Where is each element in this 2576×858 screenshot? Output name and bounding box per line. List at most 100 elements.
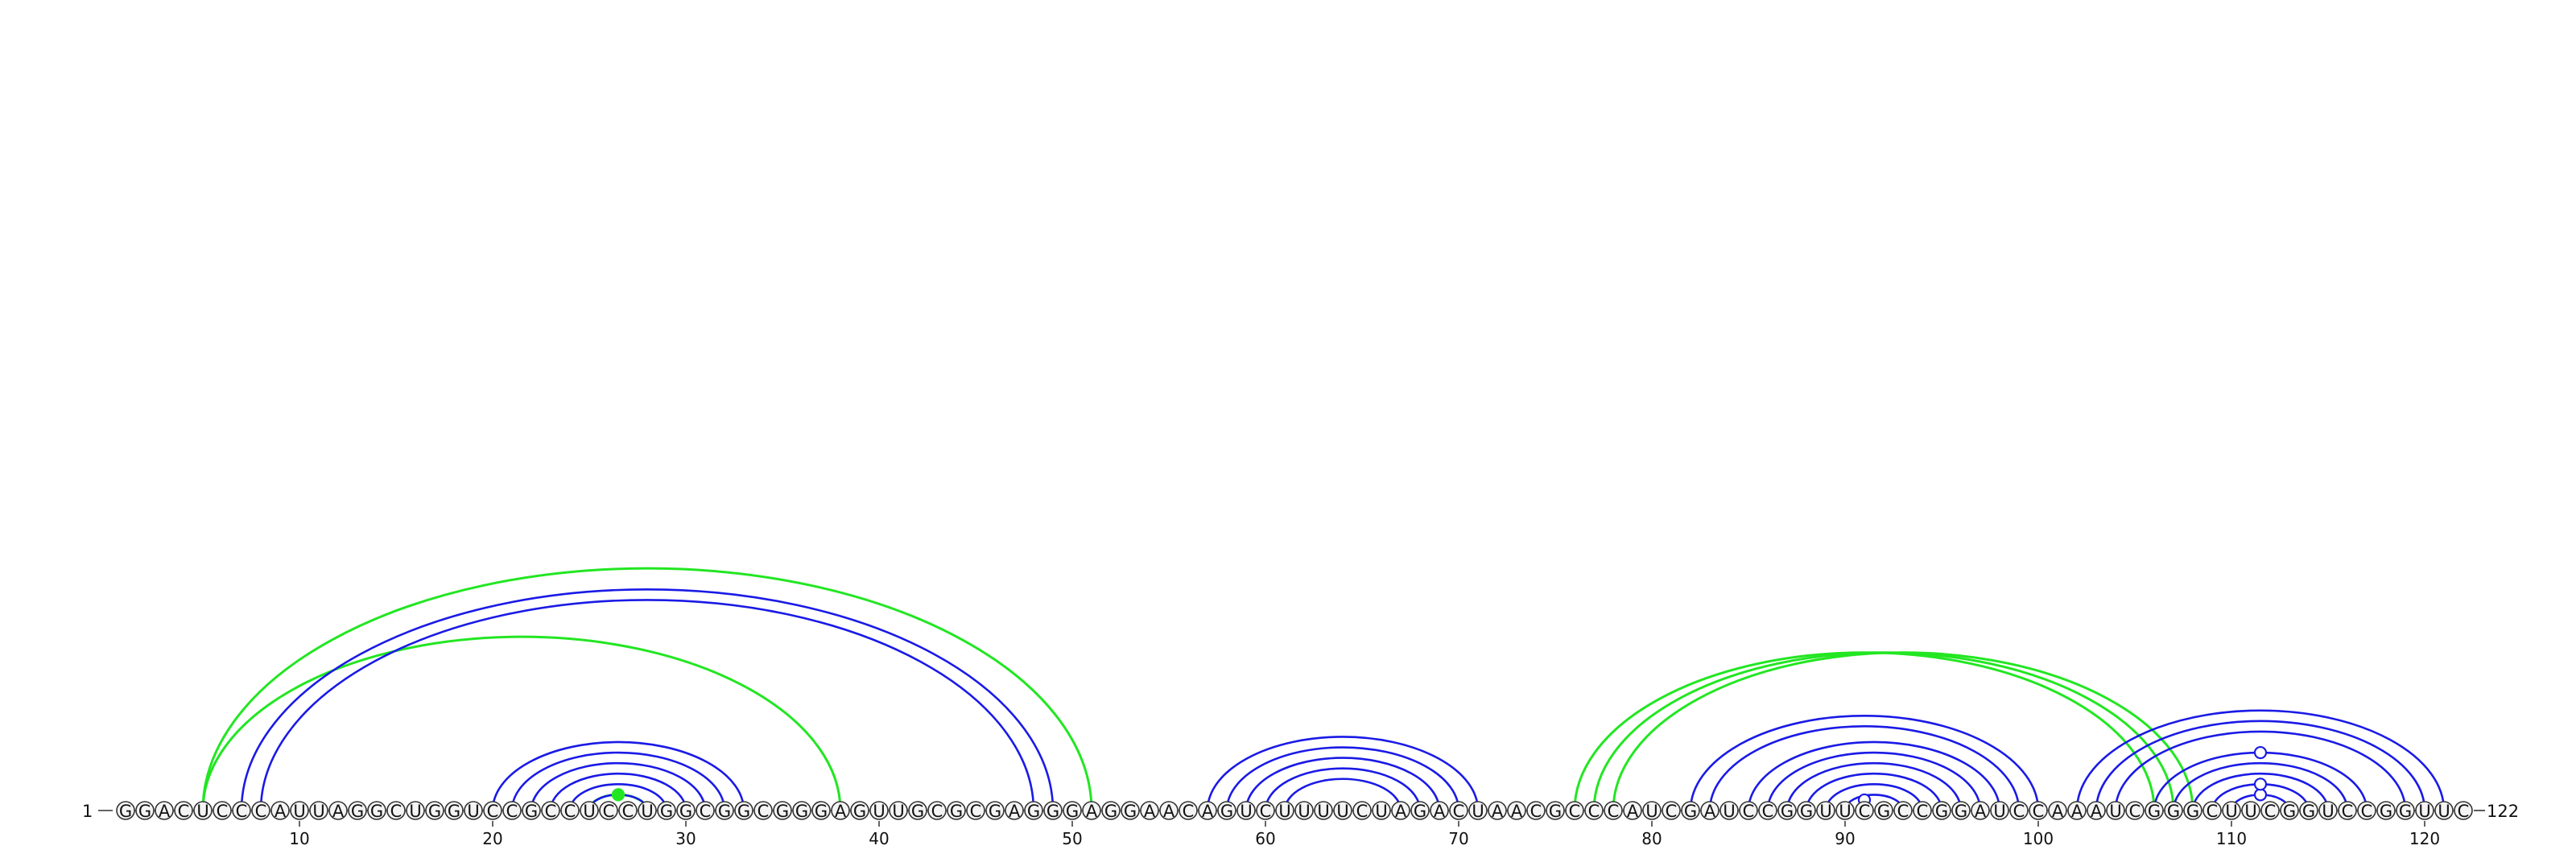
nucleotide-letter: A — [1627, 802, 1639, 821]
blue-pair-arc — [1264, 767, 1422, 811]
tick-label: 20 — [482, 829, 502, 848]
nucleotide-letter: A — [1434, 802, 1446, 821]
nucleotide-letter: U — [2418, 802, 2430, 821]
blue-pair-arc — [530, 761, 707, 811]
nucleotide-letter: C — [2207, 802, 2219, 821]
nucleotide-letter: G — [1781, 802, 1794, 821]
blue-pair-arc — [549, 772, 687, 811]
nucleotide-letter: G — [2148, 802, 2161, 821]
nucleotide: U — [406, 801, 425, 821]
nucleotide-letter: U — [2322, 802, 2334, 821]
nucleotide: C — [251, 801, 270, 821]
nucleotide: C — [1893, 801, 1913, 821]
nucleotide: G — [2183, 801, 2202, 821]
nucleotide: G — [908, 801, 927, 821]
nucleotide-letter: G — [1104, 802, 1117, 821]
nucleotide-letter: C — [217, 802, 229, 821]
nucleotide-letter: U — [1278, 802, 1290, 821]
nucleotide: C — [1449, 801, 1468, 821]
nucleotide: U — [889, 801, 908, 821]
nucleotide: C — [386, 801, 406, 821]
nucleotide: A — [1140, 801, 1159, 821]
nucleotide-letter: C — [1530, 802, 1542, 821]
nucleotide-letter: G — [795, 802, 808, 821]
nucleotide: U — [1294, 801, 1314, 821]
nucleotide: G — [1951, 801, 1971, 821]
nucleotide: G — [1410, 801, 1430, 821]
blue-pair-arc — [1283, 778, 1402, 811]
nucleotide-letter: C — [1859, 802, 1871, 821]
nucleotide: C — [1855, 801, 1874, 821]
nucleotide: A — [270, 801, 290, 821]
nucleotide-letter: G — [989, 802, 1001, 821]
nucleotide: A — [1391, 801, 1410, 821]
nucleotide: A — [155, 801, 174, 821]
nucleotide-letter: U — [873, 802, 885, 821]
nucleotide: U — [638, 801, 657, 821]
nucleotide: A — [1159, 801, 1179, 821]
tick-label: 60 — [1255, 829, 1275, 848]
nucleotide: U — [869, 801, 889, 821]
nucleotide-letter: U — [1472, 802, 1484, 821]
nucleotide: C — [696, 801, 715, 821]
nucleotide-letter: G — [2302, 802, 2315, 821]
nucleotide: C — [1565, 801, 1584, 821]
nucleotide: A — [1700, 801, 1719, 821]
nucleotide-letter: C — [2264, 802, 2277, 821]
nucleotide: A — [1198, 801, 1217, 821]
nucleotide: G — [2280, 801, 2299, 821]
nucleotide: C — [2009, 801, 2029, 821]
nucleotide-letter: G — [853, 802, 866, 821]
nucleotide-letter: C — [603, 802, 615, 821]
nucleotide: C — [1604, 801, 1623, 821]
nucleotide: A — [328, 801, 348, 821]
nucleotide: U — [1719, 801, 1739, 821]
nucleotide-letter: G — [1549, 802, 1562, 821]
nucleotide-letter: C — [2013, 802, 2025, 821]
green-pair-arc — [201, 567, 1093, 811]
nucleotide: C — [1913, 801, 1932, 821]
blue-pair-arc — [1824, 783, 1924, 811]
nucleotide-letter: U — [2438, 802, 2450, 821]
nucleotide: C — [2029, 801, 2048, 821]
nucleotide-letter: A — [1144, 802, 1156, 821]
nucleotide-letter: C — [545, 802, 557, 821]
nucleotide: G — [715, 801, 734, 821]
nucleotide-letter: C — [931, 802, 943, 821]
tick-label: 90 — [1835, 829, 1855, 848]
tick-label: 70 — [1448, 829, 1468, 848]
nucleotide-letter: G — [1414, 802, 1426, 821]
nucleotide: C — [1352, 801, 1372, 821]
tick-axis: 10 20 30 40 50 60 70 80 90 100 110 120 — [289, 821, 2440, 848]
nucleotide: A — [2067, 801, 2087, 821]
nucleotide-letter: G — [2167, 802, 2180, 821]
nucleotide-letter: A — [1163, 802, 1175, 821]
nucleotide-letter: A — [1202, 802, 1214, 821]
nucleotide: G — [2376, 801, 2396, 821]
nucleotide-letter: C — [1917, 802, 1929, 821]
blue-pair-arc — [1245, 757, 1441, 811]
nucleotide-letter: C — [1356, 802, 1368, 821]
nucleotide: C — [502, 801, 522, 821]
nucleotide-letter: G — [138, 802, 151, 821]
nucleotide: G — [367, 801, 386, 821]
nucleotide-letter: G — [2186, 802, 2199, 821]
nucleotide: C — [174, 801, 193, 821]
nucleotide-letter: A — [1511, 802, 1523, 821]
nucleotide: G — [1777, 801, 1797, 821]
nucleotide-letter: C — [700, 802, 712, 821]
nucleotide: G — [657, 801, 676, 821]
nucleotide-letter: U — [641, 802, 653, 821]
nucleotide-letter: U — [409, 802, 421, 821]
blue-pair-arc — [240, 588, 1055, 811]
nucleotide-letter: U — [1839, 802, 1851, 821]
nucleotide: A — [1507, 801, 1526, 821]
nucleotide-letter: A — [1975, 802, 1987, 821]
nucleotide-letter: G — [950, 802, 963, 821]
nucleotide: C — [927, 801, 947, 821]
nucleotide-letter: C — [178, 802, 190, 821]
nucleotide-letter: A — [1009, 802, 1021, 821]
nucleotide-letter: C — [1260, 802, 1272, 821]
nucleotide-letter: C — [564, 802, 576, 821]
nucleotide-letter: G — [660, 802, 673, 821]
